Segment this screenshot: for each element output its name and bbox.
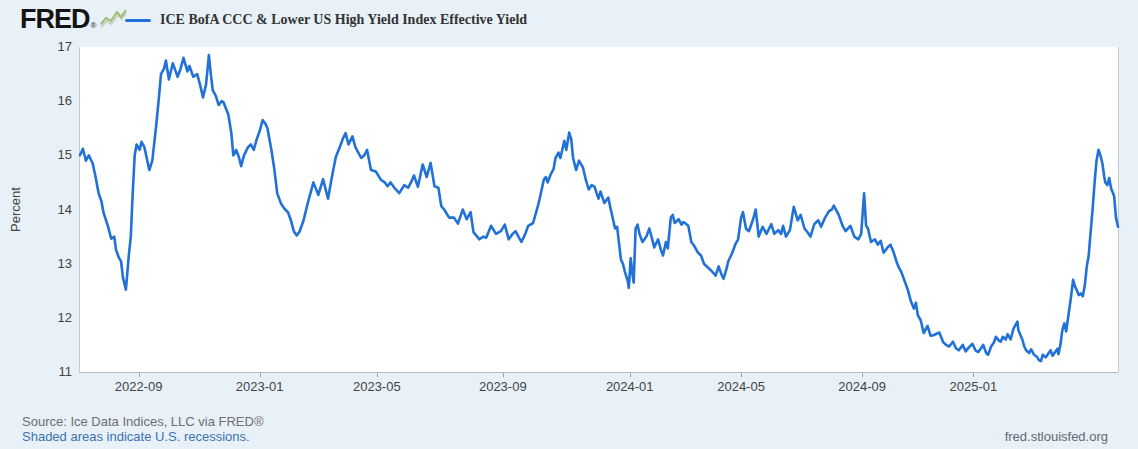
source-text: Source: Ice Data Indices, LLC via FRED® <box>22 414 264 429</box>
x-tick-label-2025-01: 2025-01 <box>933 379 1013 394</box>
x-tick-mark-2024-05 <box>741 373 742 377</box>
site-url-text: fred.stlouisfed.org <box>1005 429 1108 444</box>
x-tick-label-2024-09: 2024-09 <box>822 379 902 394</box>
y-tick-label-12: 12 <box>30 311 72 324</box>
fred-graph-widget: FRED® ICE BofA CCC & Lower US High Yield… <box>0 0 1138 449</box>
x-tick-label-2023-05: 2023-05 <box>337 379 417 394</box>
x-tick-mark-2023-05 <box>377 373 378 377</box>
fred-logo-registered-mark: ® <box>91 21 97 30</box>
legend-line-swatch <box>125 19 151 22</box>
y-tick-label-13: 13 <box>30 257 72 270</box>
y-tick-label-15: 15 <box>30 148 72 161</box>
chart-legend: ICE BofA CCC & Lower US High Yield Index… <box>125 9 527 31</box>
series-line <box>80 55 1118 361</box>
x-tick-mark-2025-01 <box>973 373 974 377</box>
x-tick-label-2022-09: 2022-09 <box>99 379 179 394</box>
recession-note-link[interactable]: Shaded areas indicate U.S. recessions. <box>22 429 250 444</box>
sparkline-chart-icon <box>99 8 127 30</box>
x-tick-label-2023-09: 2023-09 <box>463 379 543 394</box>
x-tick-mark-2024-09 <box>862 373 863 377</box>
x-tick-label-2024-01: 2024-01 <box>590 379 670 394</box>
series-title[interactable]: ICE BofA CCC & Lower US High Yield Index… <box>160 12 527 28</box>
x-tick-label-2023-01: 2023-01 <box>220 379 300 394</box>
y-tick-label-11: 11 <box>30 365 72 378</box>
series-line-svg <box>80 47 1118 372</box>
x-tick-mark-2024-01 <box>630 373 631 377</box>
gridline-11 <box>79 372 1118 373</box>
x-tick-label-2024-05: 2024-05 <box>701 379 781 394</box>
y-tick-label-14: 14 <box>30 203 72 216</box>
x-tick-mark-2022-09 <box>139 373 140 377</box>
y-axis-title: Percent <box>2 47 28 372</box>
y-tick-label-17: 17 <box>30 40 72 53</box>
fred-logo[interactable]: FRED® <box>20 6 127 32</box>
x-tick-mark-2023-01 <box>260 373 261 377</box>
plot-area[interactable] <box>79 47 1119 372</box>
y-axis-title-text: Percent <box>8 187 23 232</box>
fred-logo-text: FRED <box>20 6 90 32</box>
x-tick-mark-2023-09 <box>503 373 504 377</box>
y-tick-label-16: 16 <box>30 94 72 107</box>
